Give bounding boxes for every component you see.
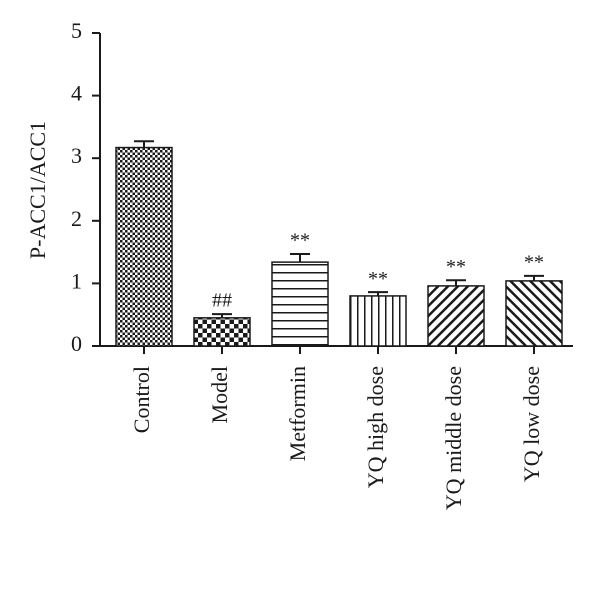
bar <box>271 261 329 347</box>
x-tick-label: YQ low dose <box>519 366 544 482</box>
y-tick-label: 5 <box>71 18 82 43</box>
y-tick-label: 2 <box>71 206 82 231</box>
significance-label: ** <box>524 251 544 273</box>
y-tick-label: 0 <box>71 331 82 356</box>
significance-label: ** <box>368 268 388 290</box>
bar <box>505 280 563 347</box>
y-axis-label: P-ACC1/ACC1 <box>25 121 50 259</box>
bar <box>349 295 407 347</box>
significance-label: ** <box>446 256 466 278</box>
significance-label: ** <box>290 230 310 252</box>
x-tick-label: Metformin <box>285 366 310 461</box>
y-tick-label: 4 <box>71 81 82 106</box>
bar <box>193 317 251 347</box>
y-tick-label: 1 <box>71 268 82 293</box>
x-tick-label: Model <box>207 366 232 423</box>
significance-label: ## <box>212 290 232 312</box>
y-tick-label: 3 <box>71 143 82 168</box>
x-tick-label: Control <box>129 366 154 433</box>
x-tick-label: YQ middle dose <box>441 366 466 510</box>
bar <box>427 285 485 347</box>
bar <box>115 146 173 347</box>
x-tick-label: YQ high dose <box>363 366 388 488</box>
